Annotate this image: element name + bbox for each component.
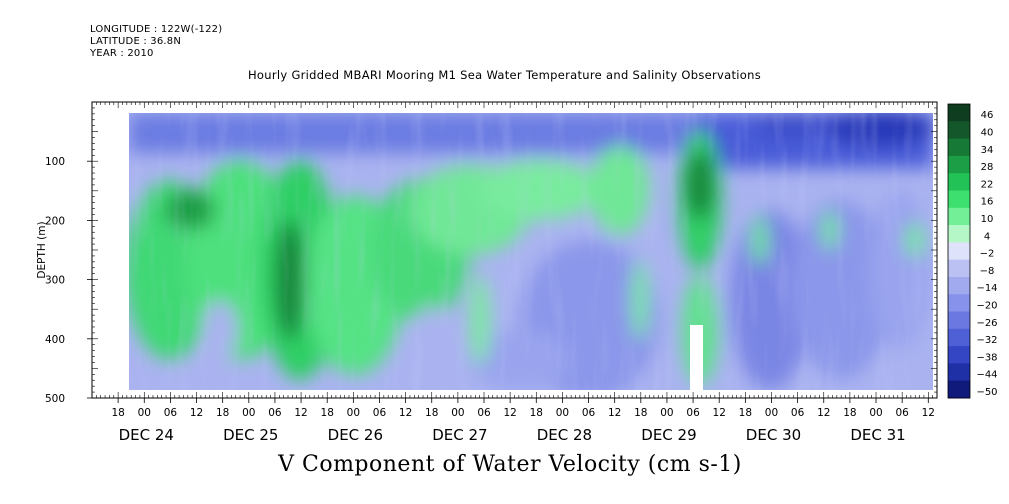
colorbar-swatch: [948, 242, 970, 261]
x-tick-label: 06: [582, 407, 596, 419]
x-tick-label: 12: [294, 407, 307, 419]
colorbar-label: −50: [976, 387, 997, 398]
field-texture: [129, 113, 933, 390]
colorbar-label: −14: [976, 283, 997, 294]
colorbar-frame: [947, 103, 971, 399]
x-tick-label: 18: [425, 407, 438, 419]
x-tick-label: 18: [216, 407, 229, 419]
longitude-label: LONGITUDE : 122W(-122): [90, 24, 223, 35]
colorbar-label: 34: [981, 145, 994, 156]
colorbar-label: 28: [981, 162, 994, 173]
date-label: DEC 28: [537, 426, 592, 444]
y-tick-label: 500: [45, 393, 65, 405]
colorbar-swatch: [948, 259, 970, 278]
missing-data-gap: [690, 325, 703, 390]
colorbar-label: 10: [981, 214, 994, 225]
x-tick-label: 00: [660, 407, 673, 419]
year-label: YEAR : 2010: [90, 48, 154, 59]
colorbar-label: −8: [980, 266, 995, 277]
date-label: DEC 26: [328, 426, 383, 444]
colorbar-label: 46: [981, 110, 994, 121]
colorbar-swatch: [948, 346, 970, 364]
x-tick-label: 00: [556, 407, 569, 419]
x-tick-label: 12: [713, 407, 726, 419]
x-tick-label: 18: [321, 407, 334, 419]
colorbar-label: 16: [981, 197, 994, 208]
date-label: DEC 25: [223, 426, 278, 444]
x-tick-label: 18: [111, 407, 124, 419]
x-tick-label: 00: [347, 407, 360, 419]
x-tick-label: 00: [242, 407, 255, 419]
latitude-label: LATITUDE : 36.8N: [90, 36, 182, 47]
colorbar-label: −32: [976, 335, 997, 346]
colorbar-label: −20: [976, 300, 997, 311]
y-tick-label: 200: [45, 215, 65, 227]
x-tick-label: 06: [895, 407, 909, 419]
x-tick-label: 00: [138, 407, 151, 419]
y-tick-label: 400: [45, 334, 65, 346]
colorbar-swatch: [948, 121, 970, 140]
x-tick-label: 12: [399, 407, 412, 419]
x-tick-label: 12: [608, 407, 621, 419]
x-tick-label: 00: [451, 407, 464, 419]
x-tick-label: 06: [164, 407, 178, 419]
x-tick-label: 12: [503, 407, 516, 419]
x-tick-label: 12: [922, 407, 935, 419]
colorbar: 46 40 34 28 22 16 10 4 −2 −8 −14 −20 −26 −32 −38 −44 −50: [947, 103, 998, 399]
axes: 18 00 06 12 18 00 06 12 18 00 06 12 18 00 06 12 18 00 06 12…: [36, 101, 938, 444]
metadata-block: LONGITUDE : 122W(-122) LATITUDE : 36.8N …: [90, 24, 222, 60]
colorbar-swatch: [948, 155, 970, 174]
x-tick-label: 06: [686, 407, 700, 419]
colorbar-swatch: [948, 276, 970, 295]
colorbar-swatch: [948, 104, 970, 122]
colorbar-swatch: [948, 294, 970, 313]
colorbar-label: 22: [981, 179, 994, 190]
colorbar-label: −44: [976, 370, 997, 381]
y-tick-label: 100: [45, 156, 65, 168]
colorbar-label: 40: [981, 128, 994, 139]
velocity-field: [129, 113, 933, 390]
colorbar-swatch: [948, 363, 970, 382]
x-tick-label: 00: [869, 407, 882, 419]
chart-caption: V Component of Water Velocity (cm s-1): [278, 452, 742, 477]
colorbar-label: −2: [980, 249, 995, 260]
colorbar-label: −38: [976, 352, 997, 363]
x-tick-label: 06: [477, 407, 491, 419]
x-tick-label: 06: [373, 407, 387, 419]
date-label: DEC 29: [641, 426, 696, 444]
x-tick-label: 00: [765, 407, 778, 419]
colorbar-swatch: [948, 311, 970, 330]
x-tick-label: 18: [530, 407, 543, 419]
colorbar-swatch: [948, 207, 970, 226]
x-tick-label: 12: [190, 407, 203, 419]
date-label: DEC 24: [119, 426, 174, 444]
colorbar-swatch: [948, 190, 970, 209]
x-tick-label: 18: [634, 407, 647, 419]
colorbar-swatch: [948, 328, 970, 347]
date-label: DEC 30: [746, 426, 801, 444]
x-tick-label: 18: [843, 407, 856, 419]
date-label: DEC 27: [432, 426, 487, 444]
x-tick-label: 06: [268, 407, 282, 419]
date-label: DEC 31: [850, 426, 905, 444]
colorbar-swatch: [948, 138, 970, 157]
colorbar-swatch: [948, 380, 970, 399]
colorbar-label: −26: [976, 318, 997, 329]
colorbar-swatch: [948, 225, 970, 243]
y-tick-label: 300: [45, 275, 65, 287]
x-tick-label: 18: [739, 407, 752, 419]
chart-title: Hourly Gridded MBARI Mooring M1 Sea Wate…: [247, 68, 762, 82]
colorbar-label: 4: [984, 231, 990, 242]
x-tick-label: 06: [791, 407, 805, 419]
x-tick-label: 12: [817, 407, 830, 419]
colorbar-swatch: [948, 173, 970, 191]
y-axis-label: DEPTH (m): [36, 221, 48, 278]
